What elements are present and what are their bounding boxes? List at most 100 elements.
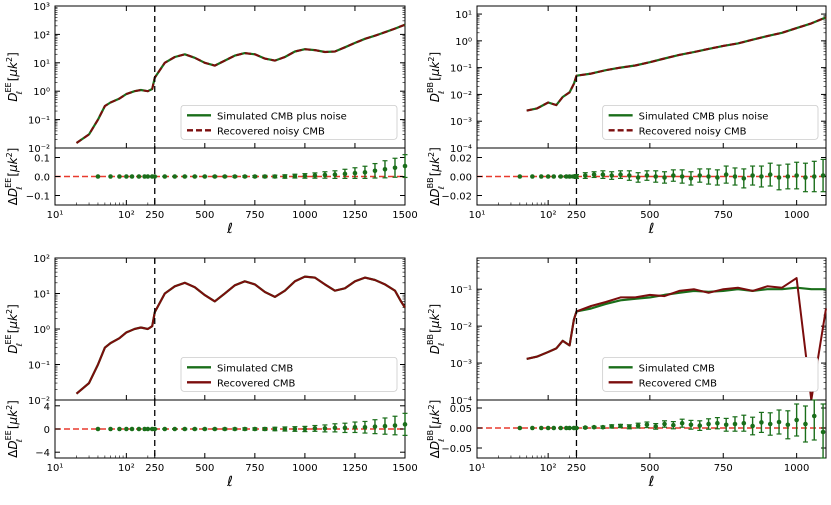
residual-point	[145, 426, 151, 432]
x-tick-label: 750	[245, 463, 264, 474]
residual-point	[551, 174, 557, 179]
residual-y-tick-label: 0.0	[34, 173, 50, 184]
residual-y-tick-label: 0.00	[450, 424, 472, 435]
x-tick-label: 1000	[784, 463, 809, 474]
residual-y-tick-label: 0.05	[450, 404, 472, 415]
x-tick-label: 250	[567, 210, 586, 221]
residual-point	[182, 426, 188, 432]
y-tick-label: 10⁻³	[450, 117, 472, 128]
residual-point	[759, 420, 764, 425]
residual-point	[574, 174, 579, 179]
legend-label: Recovered noisy CMB	[217, 126, 325, 137]
y-tick-label: 10⁰	[33, 325, 50, 336]
residual-y-tick-label: −0.02	[441, 192, 472, 203]
residual-point	[627, 173, 632, 178]
legend-label: Simulated CMB	[217, 363, 293, 374]
residual-point	[232, 426, 238, 432]
residual-point	[292, 426, 298, 432]
residual-point	[706, 421, 711, 427]
residual-point	[591, 424, 597, 430]
x-tick-label: 10²	[118, 210, 135, 221]
y-tick-label: 10⁻¹	[28, 116, 50, 127]
x-tick-label: 1000	[292, 210, 317, 221]
residual-point	[392, 423, 398, 428]
legend-label: Recovered CMB	[217, 378, 296, 389]
legend-label: Recovered CMB	[639, 378, 718, 389]
x-tick-label: 10²	[540, 463, 557, 474]
residual-point	[152, 426, 158, 432]
residual-point	[192, 174, 198, 179]
residual-point	[136, 174, 142, 179]
residual-point	[172, 174, 178, 179]
residual-y-tick-label: 0	[44, 425, 50, 436]
residual-point	[262, 426, 268, 432]
x-tick-label: 250	[145, 210, 164, 221]
residual-point	[582, 173, 588, 178]
y-tick-label: 10⁰	[455, 37, 472, 48]
residual-point	[538, 425, 544, 431]
residual-point	[242, 426, 248, 432]
residual-point	[688, 176, 694, 181]
residual-point	[117, 426, 122, 432]
y-tick-label: 10¹	[455, 10, 472, 21]
residual-point	[95, 174, 101, 179]
residual-point	[402, 422, 408, 427]
residual-point	[706, 174, 711, 179]
residual-point	[312, 426, 318, 431]
residual-point	[662, 175, 667, 180]
x-tick-label: 1250	[342, 210, 367, 221]
residual-point	[302, 173, 308, 179]
x-axis-label: ℓ	[648, 221, 655, 237]
residual-point	[517, 174, 523, 179]
residual-point	[117, 174, 122, 179]
residual-point	[322, 426, 328, 431]
x-tick-label: 1000	[292, 463, 317, 474]
residual-y-axis-label: ΔDBB ℓ [μk2]	[426, 400, 446, 459]
residual-point	[618, 172, 623, 177]
residual-point	[342, 425, 348, 431]
y-tick-label: 10²	[33, 254, 50, 265]
residual-point	[192, 426, 198, 432]
y-tick-label: 10¹	[33, 290, 50, 301]
residual-point	[732, 421, 738, 427]
residual-point	[609, 173, 614, 178]
residual-y-tick-label: 4	[44, 402, 50, 413]
residual-point	[679, 420, 685, 426]
residual-point	[212, 426, 218, 432]
residual-point	[688, 422, 694, 428]
x-tick-label: 1500	[392, 463, 417, 474]
residual-point	[402, 163, 408, 169]
residual-point	[372, 424, 378, 429]
residual-point	[820, 429, 826, 435]
x-axis-label: ℓ	[226, 474, 233, 490]
residual-point	[741, 176, 747, 181]
residual-point	[811, 174, 817, 179]
y-tick-label: 10⁻⁴	[450, 144, 472, 155]
y-tick-label: 10⁻¹	[28, 361, 50, 372]
residual-point	[697, 423, 703, 428]
y-tick-label: 10⁻³	[450, 359, 472, 370]
legend-label: Recovered noisy CMB	[639, 126, 747, 137]
residual-point	[618, 423, 623, 429]
series-line-1	[526, 16, 827, 112]
x-tick-label: 750	[714, 210, 733, 221]
residual-point	[202, 174, 208, 179]
residual-point	[182, 174, 188, 179]
x-tick-label: 250	[145, 463, 164, 474]
y-axis-label: DBB ℓ [μk2]	[426, 304, 446, 354]
residual-point	[162, 174, 168, 179]
legend-label: Simulated CMB	[639, 363, 715, 374]
y-axis-label: DEEℓ [μk2]	[4, 52, 24, 102]
legend-label: Simulated CMB plus noise	[639, 111, 769, 122]
x-axis-label: ℓ	[648, 474, 655, 490]
chart-ee-noise: 10⁻² 10⁻¹ 10⁰ 10¹ 10² 10³ Simulated CMB plus n…	[4, 2, 418, 237]
residual-y-tick-label: −0.1	[26, 192, 50, 203]
x-tick-label: 1000	[784, 210, 809, 221]
y-tick-label: 10⁻⁴	[450, 396, 472, 407]
residual-point	[108, 426, 113, 432]
residual-point	[551, 425, 557, 431]
residual-point	[644, 422, 650, 428]
residual-point	[567, 425, 572, 431]
residual-y-tick-label: −0.05	[441, 444, 472, 455]
residual-point	[538, 174, 544, 179]
